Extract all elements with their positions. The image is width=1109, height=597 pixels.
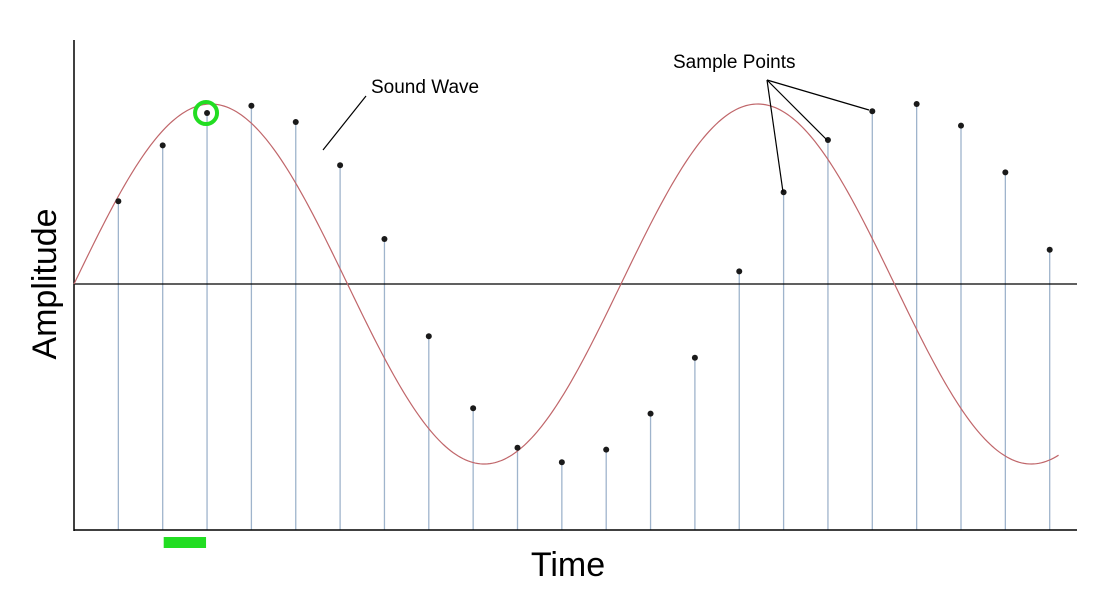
sample-point	[958, 122, 964, 129]
sample-point	[913, 101, 920, 107]
x-axis-label: Time	[531, 546, 605, 584]
sample-points	[115, 101, 1053, 466]
sample-point	[603, 446, 610, 453]
wave-callout-line	[322, 95, 367, 151]
sample-callout-line-2	[766, 79, 828, 141]
sample-point	[1002, 169, 1009, 176]
sample-point	[824, 137, 831, 143]
sample-points-label: Sample Points	[673, 52, 796, 73]
sampling-interval-bar	[163, 537, 207, 548]
y-axis-label: Amplitude	[26, 208, 64, 359]
sample-point	[1046, 246, 1053, 253]
sample-point	[514, 444, 521, 451]
sample-point	[470, 405, 477, 412]
sample-stems	[117, 104, 1051, 530]
wave-label: Sound Wave	[371, 77, 479, 98]
sample-callout-line-1	[766, 79, 784, 193]
label-callouts	[322, 79, 870, 193]
sample-point	[159, 142, 166, 149]
sample-point	[780, 189, 787, 196]
sample-callout-line-3	[766, 79, 870, 111]
sample-point	[691, 354, 698, 361]
sample-point	[647, 410, 654, 417]
sample-point	[425, 333, 432, 340]
sample-point	[381, 236, 388, 242]
sample-point	[869, 108, 876, 115]
sample-point	[115, 198, 122, 205]
sound-wave-curve	[73, 103, 1059, 465]
sample-point	[736, 268, 743, 275]
sample-point	[558, 459, 565, 466]
sample-point	[204, 110, 211, 116]
sample-point	[337, 162, 344, 169]
sample-point	[248, 102, 255, 109]
sample-point	[292, 119, 299, 125]
highlighted-sample-ring	[193, 100, 220, 126]
